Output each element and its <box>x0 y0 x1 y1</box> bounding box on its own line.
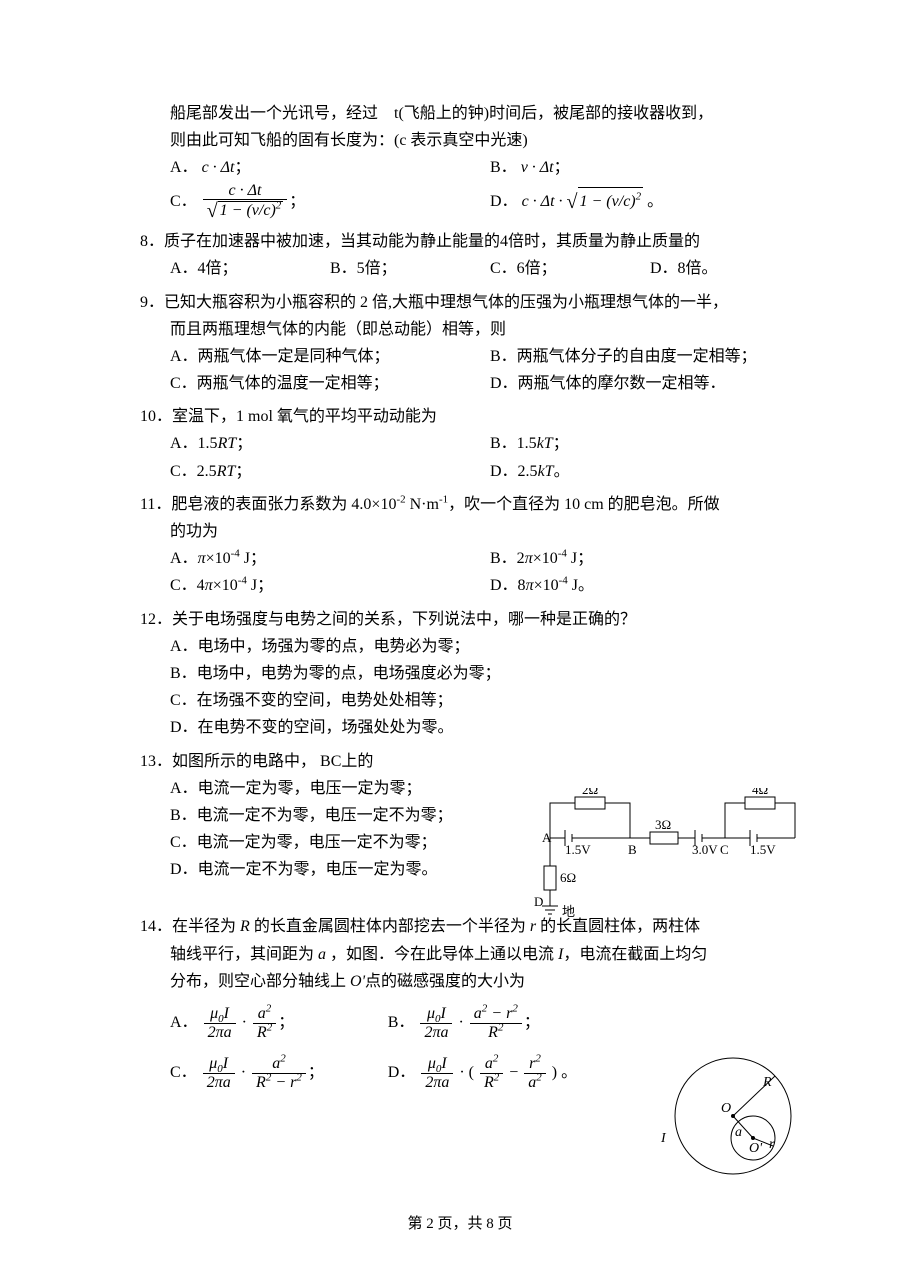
q7-line1: 船尾部发出一个光讯号，经过 t(飞船上的钟)时间后，被尾部的接收器收到， <box>170 100 810 127</box>
q8-optC: C．6倍； <box>490 255 650 282</box>
svg-text:B: B <box>628 842 637 857</box>
svg-text:r: r <box>769 1137 775 1152</box>
q11: 11．肥皂液的表面张力系数为 4.0×10-2 N·m-1，吹一个直径为 10 … <box>140 491 810 600</box>
q10-optB: B．1.5kT； <box>490 430 810 457</box>
q8-text: 质子在加速器中被加速，当其动能为静止能量的4倍时，其质量为静止质量的 <box>164 233 700 250</box>
q14-optC: C． μ0I2πa · a2R2 − r2； <box>170 1055 388 1091</box>
q11-optD: D．8π×10-4 J。 <box>490 572 810 599</box>
q9-text1: 已知大瓶容积为小瓶容积的 2 倍,大瓶中理想气体的压强为小瓶理想气体的一半， <box>164 294 728 311</box>
q8-optA: A．4倍； <box>170 255 330 282</box>
svg-text:I: I <box>660 1131 667 1146</box>
q11-num: 11． <box>140 496 171 513</box>
svg-text:1.5V: 1.5V <box>750 842 776 857</box>
q9-optC: C．两瓶气体的温度一定相等； <box>170 370 490 397</box>
q8-optD: D．8倍。 <box>650 255 810 282</box>
svg-text:地: 地 <box>562 904 575 919</box>
q10-num: 10． <box>140 408 172 425</box>
q12-optA: A．电场中，场强为零的点，电势必为零； <box>170 633 810 660</box>
q11-text1a: 肥皂液的表面张力系数为 4.0×10 <box>171 496 396 513</box>
svg-text:4Ω: 4Ω <box>752 788 768 797</box>
q8-optB: B．5倍； <box>330 255 490 282</box>
q8: 8．质子在加速器中被加速，当其动能为静止能量的4倍时，其质量为静止质量的 A．4… <box>140 228 810 282</box>
q10-optC: C．2.5RT； <box>170 458 490 485</box>
q7-line2: 则由此可知飞船的固有长度为：(c 表示真空中光速) <box>170 127 810 154</box>
q9-optA: A．两瓶气体一定是同种气体； <box>170 343 490 370</box>
q9-text2: 而且两瓶理想气体的内能（即总动能）相等，则 <box>140 316 810 343</box>
q11-optB: B．2π×10-4 J； <box>490 545 810 572</box>
q9-optB: B．两瓶气体分子的自由度一定相等； <box>490 343 810 370</box>
svg-text:6Ω: 6Ω <box>560 870 576 885</box>
q14-optB: B． μ0I2πa · a2 − r2R2； <box>388 1005 606 1041</box>
q13-optA: A．电流一定为零，电压一定为零； <box>170 775 539 802</box>
page-footer: 第 2 页，共 8 页 <box>0 1212 920 1238</box>
q13-optB: B．电流一定不为零，电压一定不为零； <box>170 802 539 829</box>
q11-optA: A．π×10-4 J； <box>170 545 490 572</box>
q9: 9．已知大瓶容积为小瓶容积的 2 倍,大瓶中理想气体的压强为小瓶理想气体的一半，… <box>140 289 810 398</box>
q12-optC: C．在场强不变的空间，电势处处相等； <box>170 687 810 714</box>
q11-text2: 的功为 <box>140 518 810 545</box>
q14-num: 14． <box>140 918 172 935</box>
q10-optD: D．2.5kT。 <box>490 458 810 485</box>
q12: 12．关于电场强度与电势之间的关系，下列说法中，哪一种是正确的？ A．电场中，场… <box>140 606 810 742</box>
q8-num: 8． <box>140 233 164 250</box>
q13-num: 13． <box>140 753 172 770</box>
svg-text:3.0V: 3.0V <box>692 842 718 857</box>
q10: 10．室温下，1 mol 氧气的平均平动动能为 A．1.5RT； B．1.5kT… <box>140 403 810 485</box>
q13-circuit-figure: 2Ω 4Ω A 1.5V 3Ω B 3.0V C 1.5V <box>520 788 810 928</box>
q13-text: 如图所示的电路中， BC上的 <box>172 753 373 770</box>
q10-optA: A．1.5RT； <box>170 430 490 457</box>
svg-text:C: C <box>720 842 729 857</box>
q7-optD: D． c · Δt · √1 − (v/c)2 。 <box>490 185 810 219</box>
q14-optD: D． μ0I2πa · ( a2R2 − r2a2 ) 。 <box>388 1055 606 1091</box>
q9-optD: D．两瓶气体的摩尔数一定相等． <box>490 370 810 397</box>
q13-optD: D．电流一定不为零，电压一定为零。 <box>170 856 539 883</box>
q14-cylinder-figure: R r a O O' I <box>655 1050 805 1190</box>
svg-text:O': O' <box>749 1141 763 1156</box>
q12-text: 关于电场强度与电势之间的关系，下列说法中，哪一种是正确的？ <box>172 611 636 628</box>
q7-optC: C． c · Δt √1 − (v/c)2 ； <box>170 182 490 223</box>
svg-text:D: D <box>534 894 543 909</box>
q7-optB: B． v · Δt； <box>490 154 810 181</box>
svg-text:2Ω: 2Ω <box>582 788 598 797</box>
page: 船尾部发出一个光讯号，经过 t(飞船上的钟)时间后，被尾部的接收器收到， 则由此… <box>0 0 920 1277</box>
svg-text:O: O <box>721 1101 731 1116</box>
q7-optA: A． c · Δt； <box>170 154 490 181</box>
q11-optC: C．4π×10-4 J； <box>170 572 490 599</box>
q12-num: 12． <box>140 611 172 628</box>
q12-optB: B．电场中，电势为零的点，电场强度必为零； <box>170 660 810 687</box>
svg-text:3Ω: 3Ω <box>655 817 671 832</box>
q13-optC: C．电流一定为零，电压一定不为零； <box>170 829 539 856</box>
q10-text: 室温下，1 mol 氧气的平均平动动能为 <box>172 408 437 425</box>
q9-num: 9． <box>140 294 164 311</box>
svg-text:1.5V: 1.5V <box>565 842 591 857</box>
q7-continuation: 船尾部发出一个光讯号，经过 t(飞船上的钟)时间后，被尾部的接收器收到， 则由此… <box>140 100 810 222</box>
svg-text:a: a <box>735 1125 742 1140</box>
svg-text:R: R <box>762 1075 772 1090</box>
q14-optA: A． μ0I2πa · a2R2； <box>170 1005 388 1041</box>
q12-optD: D．在电势不变的空间，场强处处为零。 <box>170 714 810 741</box>
